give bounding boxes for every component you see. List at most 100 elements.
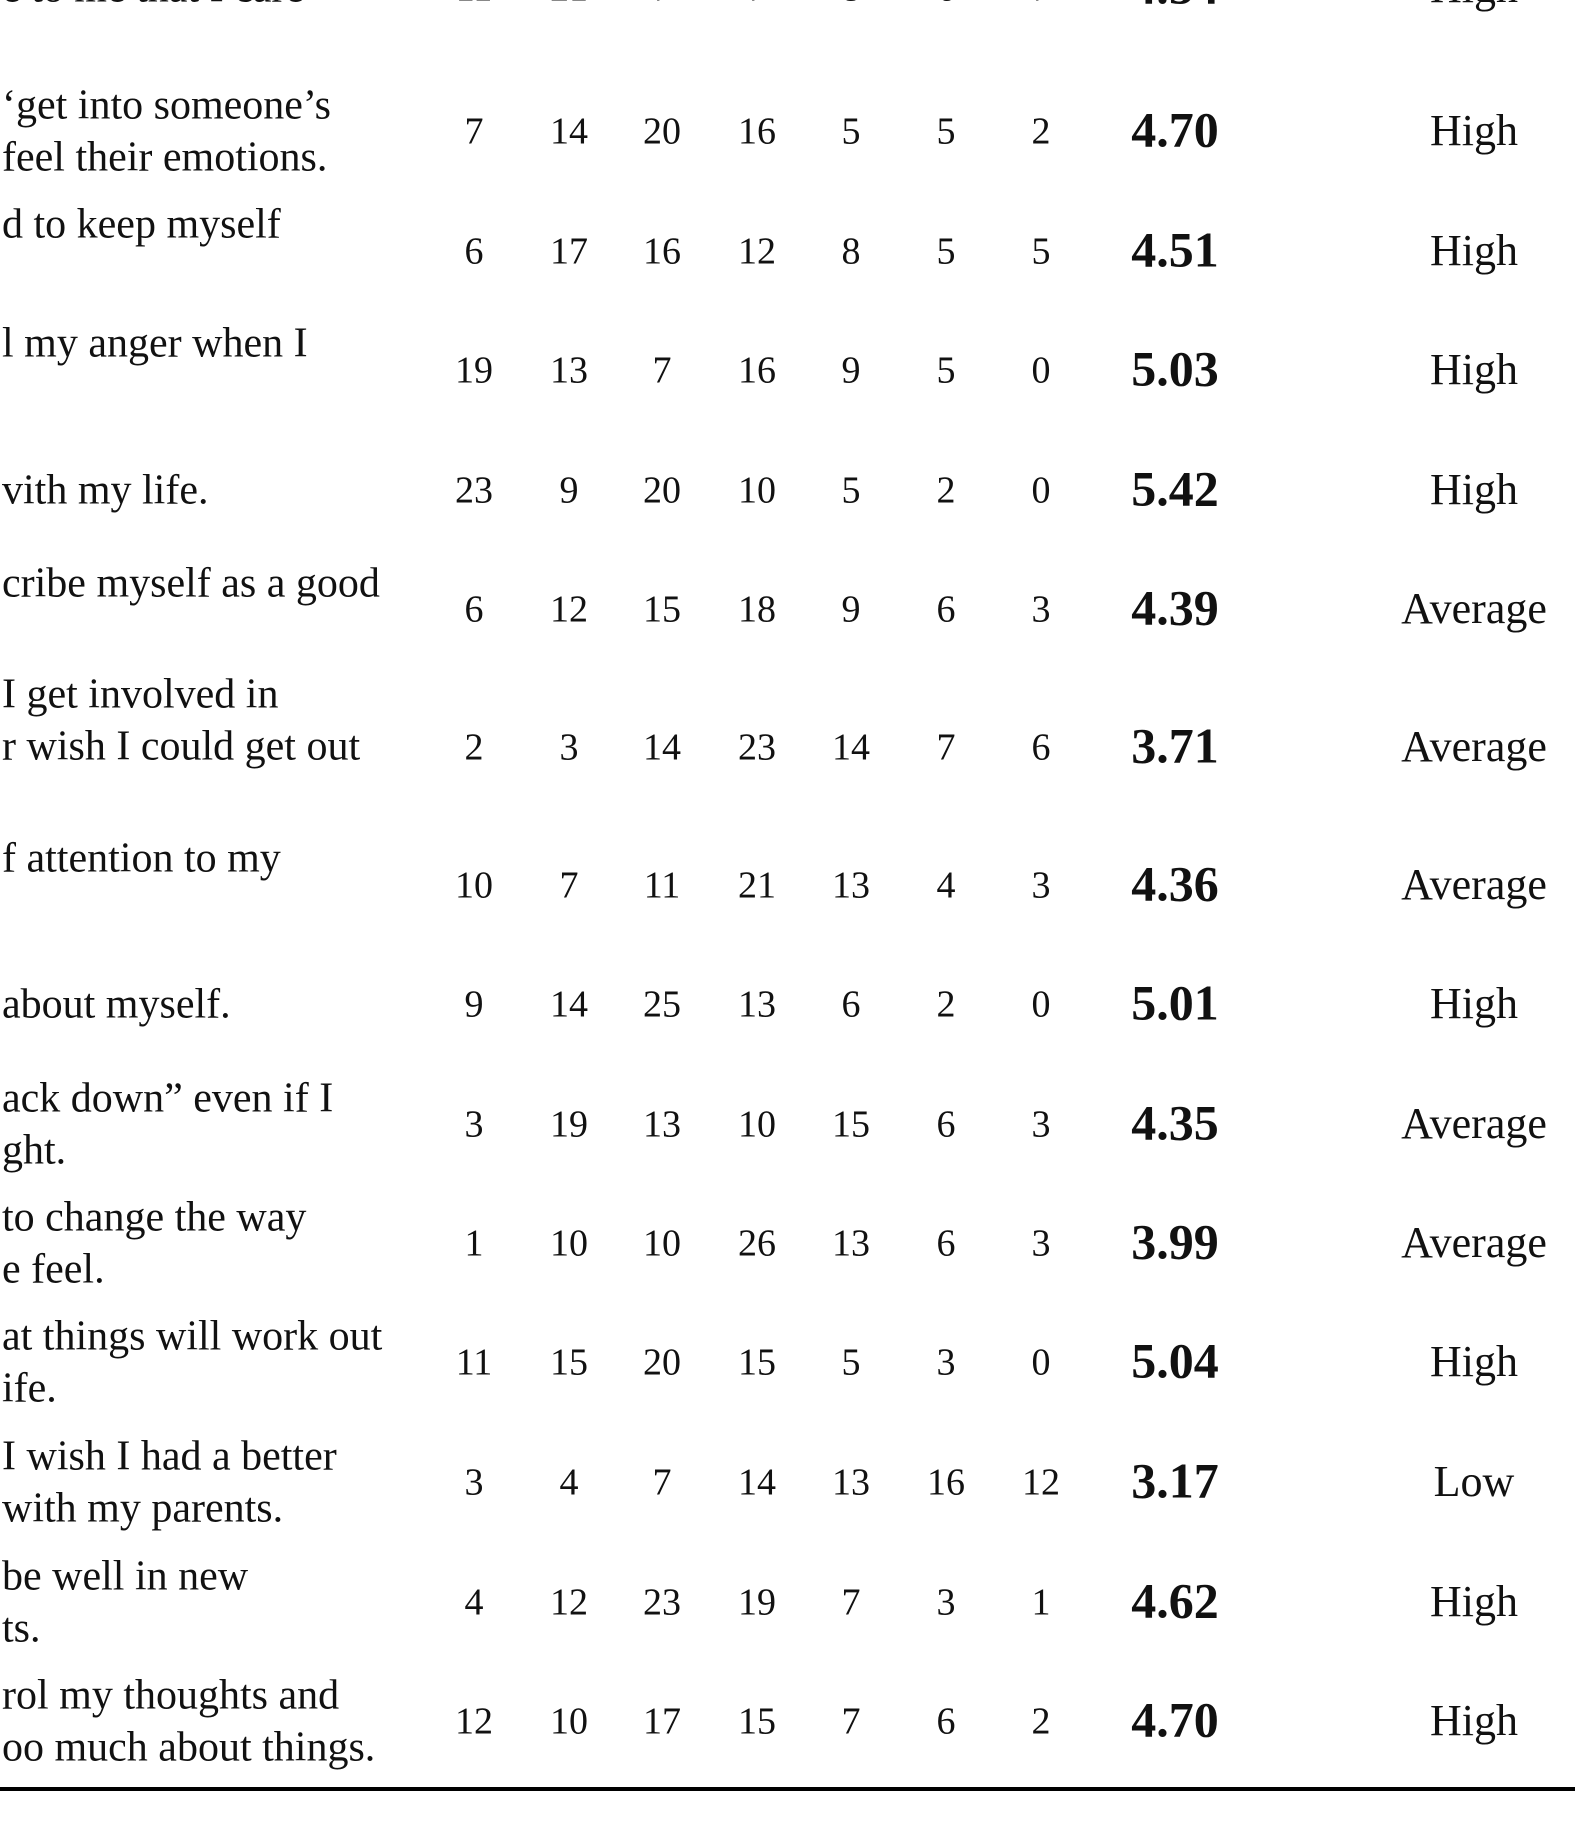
level-cell: Low bbox=[1434, 1457, 1515, 1506]
count-cell: 8 bbox=[842, 231, 861, 273]
count-cell: 15 bbox=[643, 589, 681, 631]
count-cell: 12 bbox=[1022, 1462, 1060, 1504]
count-cell: 11 bbox=[456, 1342, 493, 1384]
count-cell: 2 bbox=[465, 727, 484, 769]
count-cell: 5 bbox=[937, 350, 956, 392]
count-cell: 0 bbox=[1032, 984, 1051, 1026]
count-cell: 14 bbox=[832, 727, 870, 769]
count-cell: 13 bbox=[832, 1462, 870, 1504]
count-cell: 6 bbox=[937, 589, 956, 631]
count-cell: 15 bbox=[550, 1342, 588, 1384]
count-cell: 7 bbox=[842, 1582, 861, 1624]
count-cell: 2 bbox=[937, 984, 956, 1026]
count-cell: 5 bbox=[937, 231, 956, 273]
count-cell: 15 bbox=[832, 1104, 870, 1146]
statement-line: f attention to my bbox=[2, 836, 281, 882]
level-cell: High bbox=[1430, 345, 1518, 394]
mean-cell: 5.42 bbox=[1131, 460, 1219, 516]
count-cell: 7 bbox=[465, 111, 484, 153]
count-cell: 16 bbox=[738, 350, 776, 392]
level-cell: High bbox=[1430, 226, 1518, 275]
mean-cell: 4.54 bbox=[1131, 0, 1219, 14]
mean-cell: 3.17 bbox=[1131, 1452, 1219, 1508]
count-cell: 9 bbox=[560, 470, 579, 512]
level-cell: High bbox=[1430, 106, 1518, 155]
count-cell: 17 bbox=[643, 1701, 681, 1743]
count-cell: 23 bbox=[738, 727, 776, 769]
count-cell: 0 bbox=[1032, 1342, 1051, 1384]
mean-cell: 4.62 bbox=[1131, 1572, 1219, 1628]
count-cell: 6 bbox=[465, 231, 484, 273]
count-cell: 3 bbox=[1032, 1104, 1051, 1146]
count-cell: 4 bbox=[465, 1582, 484, 1624]
count-cell: 5 bbox=[842, 470, 861, 512]
count-cell: 10 bbox=[550, 1701, 588, 1743]
mean-cell: 4.70 bbox=[1131, 1691, 1219, 1747]
statement-line: vith my life. bbox=[2, 468, 208, 514]
statement-line: feel their emotions. bbox=[2, 135, 327, 181]
statement-line: ‘get into someone’s bbox=[2, 83, 331, 129]
count-cell: 12 bbox=[550, 1582, 588, 1624]
statement-line: at things will work out bbox=[2, 1314, 383, 1360]
count-cell: 16 bbox=[927, 1462, 965, 1504]
count-cell: 12 bbox=[455, 1701, 493, 1743]
mean-cell: 4.35 bbox=[1131, 1094, 1219, 1150]
count-cell: 2 bbox=[1032, 111, 1051, 153]
statement-line: oo much about things. bbox=[2, 1725, 375, 1771]
statement-line: ack down” even if I bbox=[2, 1076, 333, 1122]
count-cell: 10 bbox=[455, 865, 493, 907]
statement-line: ght. bbox=[2, 1128, 66, 1174]
count-cell: 3 bbox=[560, 727, 579, 769]
count-cell: 0 bbox=[1032, 350, 1051, 392]
count-cell: 16 bbox=[738, 111, 776, 153]
count-cell: 7 bbox=[842, 1701, 861, 1743]
level-cell: High bbox=[1430, 465, 1518, 514]
count-cell: 12 bbox=[550, 589, 588, 631]
count-cell: 4 bbox=[560, 1462, 579, 1504]
count-cell: 3 bbox=[465, 1104, 484, 1146]
count-cell: 6 bbox=[465, 589, 484, 631]
count-cell: 7 bbox=[748, 0, 767, 10]
count-cell: 10 bbox=[738, 1104, 776, 1146]
count-cell: 7 bbox=[653, 350, 672, 392]
count-cell: 2 bbox=[937, 470, 956, 512]
count-cell: 5 bbox=[937, 111, 956, 153]
mean-cell: 3.71 bbox=[1131, 717, 1219, 773]
count-cell: 21 bbox=[738, 865, 776, 907]
level-cell: Average bbox=[1401, 860, 1547, 909]
count-cell: 6 bbox=[937, 1223, 956, 1265]
count-cell: 6 bbox=[937, 1701, 956, 1743]
statement-line: I wish I had a better bbox=[2, 1434, 337, 1480]
mean-cell: 5.03 bbox=[1131, 340, 1219, 396]
level-cell: Average bbox=[1401, 1099, 1547, 1148]
count-cell: 3 bbox=[1032, 589, 1051, 631]
count-cell: 3 bbox=[465, 1462, 484, 1504]
count-cell: 20 bbox=[643, 1342, 681, 1384]
statement-line: to change the way bbox=[2, 1195, 306, 1241]
count-cell: 7 bbox=[937, 727, 956, 769]
count-cell: 10 bbox=[643, 1223, 681, 1265]
mean-cell: 4.51 bbox=[1131, 221, 1219, 277]
statement-line: cribe myself as a good bbox=[2, 561, 380, 607]
count-cell: 20 bbox=[643, 470, 681, 512]
mean-cell: 4.36 bbox=[1131, 855, 1219, 911]
count-cell: 7 bbox=[560, 865, 579, 907]
count-cell: 21 bbox=[550, 0, 588, 10]
statement-line: with my parents. bbox=[2, 1486, 283, 1532]
count-cell: 4 bbox=[937, 865, 956, 907]
count-cell: 23 bbox=[455, 470, 493, 512]
statement-line: I get involved in bbox=[2, 672, 278, 718]
level-cell: High bbox=[1430, 1337, 1518, 1386]
count-cell: 1 bbox=[465, 1223, 484, 1265]
count-cell: 26 bbox=[738, 1223, 776, 1265]
count-cell: 14 bbox=[550, 111, 588, 153]
count-cell: 3 bbox=[937, 1342, 956, 1384]
statement-line: r wish I could get out bbox=[2, 724, 360, 770]
count-cell: 15 bbox=[738, 1701, 776, 1743]
count-cell: 12 bbox=[738, 231, 776, 273]
count-cell: 2 bbox=[1032, 1701, 1051, 1743]
mean-cell: 5.04 bbox=[1131, 1332, 1219, 1388]
count-cell: 6 bbox=[842, 984, 861, 1026]
statement-line: ts. bbox=[2, 1606, 41, 1652]
count-cell: 1 bbox=[1032, 1582, 1051, 1624]
